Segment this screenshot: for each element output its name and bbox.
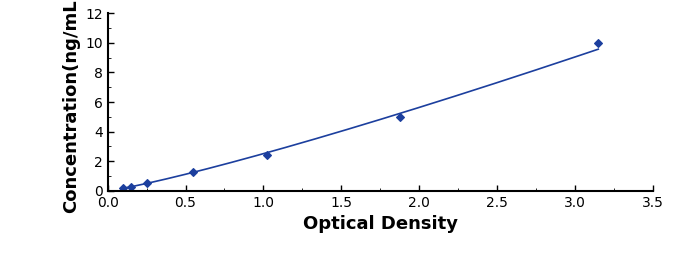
X-axis label: Optical Density: Optical Density xyxy=(303,215,458,233)
Y-axis label: Concentration(ng/mL): Concentration(ng/mL) xyxy=(62,0,79,213)
